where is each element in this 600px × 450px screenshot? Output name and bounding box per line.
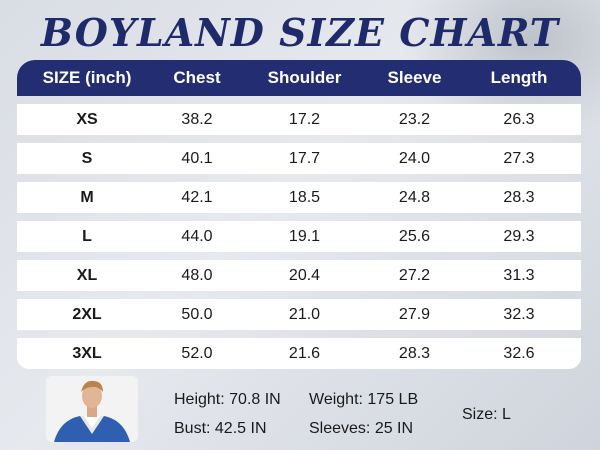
sleeve-cell: 27.2 (398, 266, 431, 284)
table-row: L 44.0 19.1 25.6 29.3 (17, 221, 581, 252)
size-cell: 3XL (72, 344, 102, 362)
length-cell: 32.6 (503, 344, 535, 362)
chest-cell: 38.2 (181, 110, 213, 128)
header-length: Length (490, 68, 548, 87)
chest-cell: 50.0 (181, 305, 213, 323)
shoulder-cell: 20.4 (288, 266, 321, 284)
header-size: SIZE (inch) (42, 68, 132, 87)
length-cell: 29.3 (503, 227, 535, 245)
shoulder-cell: 17.2 (288, 110, 321, 128)
header-chest: Chest (173, 68, 221, 87)
size-cell: 2XL (72, 305, 102, 323)
model-sleeves: Sleeves: 25 IN (309, 420, 414, 437)
sleeve-cell: 28.3 (398, 344, 431, 362)
length-cell: 26.3 (503, 110, 535, 128)
table-row: S 40.1 17.7 24.0 27.3 (17, 143, 581, 174)
header-sleeve: Sleeve (387, 68, 442, 87)
length-cell: 27.3 (503, 149, 535, 167)
model-bust: Bust: 42.5 IN (174, 420, 267, 437)
size-cell: XL (76, 266, 98, 284)
shoulder-cell: 19.1 (288, 227, 321, 245)
table-row: XS 38.2 17.2 23.2 26.3 (17, 104, 581, 135)
chest-cell: 48.0 (181, 266, 213, 284)
length-cell: 31.3 (503, 266, 535, 284)
table-header: SIZE (inch) Chest Shoulder Sleeve Length (17, 60, 581, 96)
shoulder-cell: 17.7 (288, 149, 321, 167)
size-table-body: XS 38.2 17.2 23.2 26.3 S 40.1 17.7 24.0 … (17, 104, 581, 377)
model-height: Height: 70.8 IN (174, 391, 281, 408)
table-row: 2XL 50.0 21.0 27.9 32.3 (17, 299, 581, 330)
model-weight: Weight: 175 LB (309, 391, 419, 408)
model-size: Size: L (462, 406, 511, 423)
model-illustration (46, 376, 138, 442)
header-shoulder: Shoulder (267, 68, 342, 87)
sleeve-cell: 24.8 (398, 188, 431, 206)
chest-cell: 52.0 (181, 344, 213, 362)
shoulder-cell: 21.6 (288, 344, 321, 362)
sleeve-cell: 24.0 (398, 149, 431, 167)
size-cell: S (81, 149, 93, 167)
model-photo (46, 376, 138, 442)
sleeve-cell: 25.6 (398, 227, 431, 245)
page-title: BOYLAND SIZE CHART (40, 10, 560, 55)
size-cell: XS (76, 110, 98, 128)
table-row: M 42.1 18.5 24.8 28.3 (17, 182, 581, 213)
chest-cell: 40.1 (181, 149, 213, 167)
sleeve-cell: 27.9 (398, 305, 431, 323)
sleeve-cell: 23.2 (398, 110, 431, 128)
length-cell: 28.3 (503, 188, 535, 206)
size-cell: L (82, 227, 92, 245)
chest-cell: 44.0 (181, 227, 213, 245)
table-row: XL 48.0 20.4 27.2 31.3 (17, 260, 581, 291)
shoulder-cell: 18.5 (288, 188, 321, 206)
shoulder-cell: 21.0 (288, 305, 321, 323)
size-cell: M (80, 188, 94, 206)
table-row: 3XL 52.0 21.6 28.3 32.6 (17, 338, 581, 369)
chest-cell: 42.1 (181, 188, 213, 206)
length-cell: 32.3 (503, 305, 535, 323)
